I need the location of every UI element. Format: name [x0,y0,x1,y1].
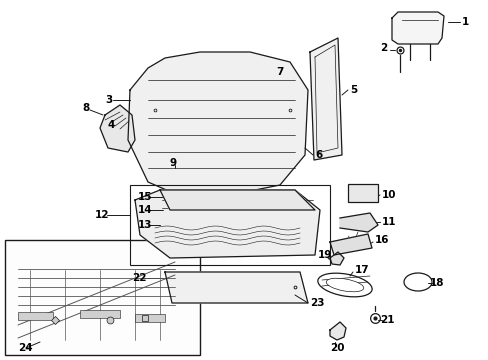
Polygon shape [164,272,307,303]
Bar [18,312,53,320]
Text: 17: 17 [354,265,369,275]
Polygon shape [160,190,314,210]
Polygon shape [100,105,135,152]
Text: 1: 1 [461,17,468,27]
Text: 9: 9 [170,158,177,168]
Text: 19: 19 [317,250,332,260]
Text: 21: 21 [379,315,394,325]
Bar [5,240,200,355]
Text: 22: 22 [132,273,146,283]
Text: 10: 10 [381,190,396,200]
Bar [130,185,329,265]
Polygon shape [309,38,341,160]
Polygon shape [329,234,371,255]
Text: 5: 5 [349,85,357,95]
FancyBboxPatch shape [151,165,207,173]
Bar [80,310,120,318]
Polygon shape [135,190,319,258]
Text: 14: 14 [138,205,152,215]
Polygon shape [329,252,343,265]
Text: 8: 8 [82,103,89,113]
Bar [347,184,377,202]
Text: 24: 24 [18,343,33,353]
Ellipse shape [325,278,363,292]
Text: 7: 7 [275,67,283,77]
Text: 13: 13 [138,220,152,230]
Text: 16: 16 [374,235,389,245]
Text: 3: 3 [105,95,112,105]
Text: 15: 15 [138,192,152,202]
Text: 18: 18 [429,278,444,288]
Text: 20: 20 [329,343,344,353]
Polygon shape [329,322,346,340]
Text: 6: 6 [314,150,322,160]
Text: 4: 4 [107,120,114,130]
Polygon shape [339,213,377,232]
Text: 11: 11 [381,217,396,227]
Polygon shape [128,52,307,195]
Text: 23: 23 [309,298,324,308]
Bar [135,314,164,322]
Text: 12: 12 [95,210,109,220]
Polygon shape [391,12,443,44]
Text: 2: 2 [379,43,386,53]
